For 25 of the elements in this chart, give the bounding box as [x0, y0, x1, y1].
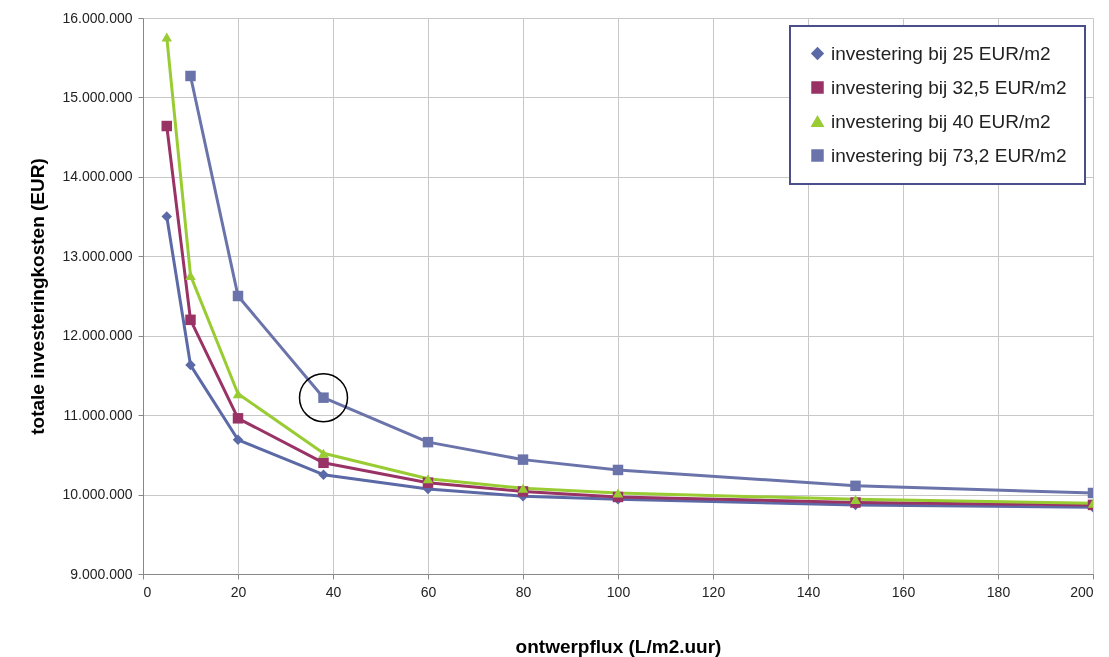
x-tick-label: 180	[986, 583, 1011, 600]
y-tick-label: 9.000.000	[70, 565, 133, 582]
x-tick-label: 60	[420, 583, 437, 600]
x-tick-label: 140	[796, 583, 821, 600]
y-tick-label: 15.000.000	[62, 88, 133, 105]
y-tick-label: 13.000.000	[62, 247, 133, 264]
x-tick-label: 200	[1070, 583, 1094, 600]
legend-label: investering bij 25 EUR/m2	[831, 42, 1051, 64]
y-tick-label: 10.000.000	[62, 486, 133, 503]
x-tick-label: 20	[230, 583, 247, 600]
x-tick-label: 0	[143, 583, 152, 600]
legend-label: investering bij 32,5 EUR/m2	[831, 76, 1067, 98]
legend-label: investering bij 73,2 EUR/m2	[831, 144, 1067, 166]
x-tick-label: 100	[606, 583, 631, 600]
y-tick-label: 16.000.000	[62, 9, 133, 26]
y-tick-label: 12.000.000	[62, 327, 133, 344]
x-tick-label: 40	[325, 583, 342, 600]
x-axis-title: ontwerpflux (L/m2.uur)	[515, 635, 722, 657]
legend-label: investering bij 40 EUR/m2	[831, 110, 1051, 132]
x-tick-label: 160	[891, 583, 916, 600]
y-tick-label: 11.000.000	[63, 406, 133, 423]
x-tick-label: 120	[701, 583, 726, 600]
y-axis-title: totale investeringkosten (EUR)	[27, 158, 49, 435]
y-tick-label: 14.000.000	[62, 168, 133, 185]
x-tick-label: 80	[515, 583, 532, 600]
